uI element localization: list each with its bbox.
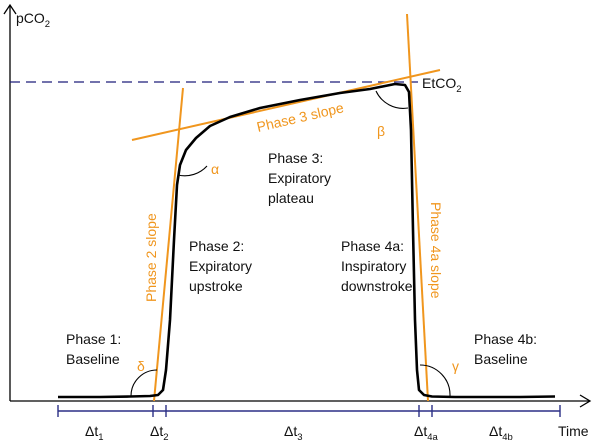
interval-label-t4b: Δt4b bbox=[489, 423, 513, 443]
x-axis-arrow bbox=[579, 394, 592, 408]
angle-alpha-label: α bbox=[211, 161, 219, 177]
interval-label-t3: Δt3 bbox=[284, 423, 303, 443]
angle-arc-beta bbox=[375, 90, 409, 109]
phase2-slope-line bbox=[153, 87, 184, 402]
interval-label-t4a: Δt4a bbox=[414, 423, 439, 443]
angle-gamma-label: γ bbox=[452, 358, 459, 374]
y-axis-arrow bbox=[3, 3, 17, 15]
capnogram-curve bbox=[58, 82, 556, 399]
y-axis-label: pCO2 bbox=[16, 10, 50, 30]
phase3-slope-line bbox=[131, 69, 441, 141]
interval-label-t2: Δt2 bbox=[150, 423, 169, 443]
angle-beta-label: β bbox=[377, 123, 385, 139]
phase4a-slope-label: Phase 4a slope bbox=[428, 202, 444, 299]
phase3-slope-label: Phase 3 slope bbox=[255, 99, 345, 135]
angle-arc-delta bbox=[130, 369, 158, 397]
etco2-label: EtCO2 bbox=[422, 75, 462, 95]
angle-delta-label: δ bbox=[137, 358, 145, 374]
phase4a-slope-line bbox=[406, 13, 429, 402]
phase2-label: Phase 2: Expiratory upstroke bbox=[189, 238, 256, 294]
phase2-slope-label: Phase 2 slope bbox=[143, 213, 159, 302]
x-axis-label: Time bbox=[558, 423, 589, 439]
phase4b-label: Phase 4b: Baseline bbox=[474, 331, 541, 367]
phase1-label: Phase 1: Baseline bbox=[66, 331, 125, 367]
angle-arc-gamma bbox=[419, 364, 451, 397]
angle-arc-alpha bbox=[177, 165, 208, 177]
phase4a-label: Phase 4a: Inspiratory downstroke bbox=[341, 238, 413, 294]
phase3-label: Phase 3: Expiratory plateau bbox=[268, 150, 335, 206]
interval-label-t1: Δt1 bbox=[85, 423, 104, 443]
